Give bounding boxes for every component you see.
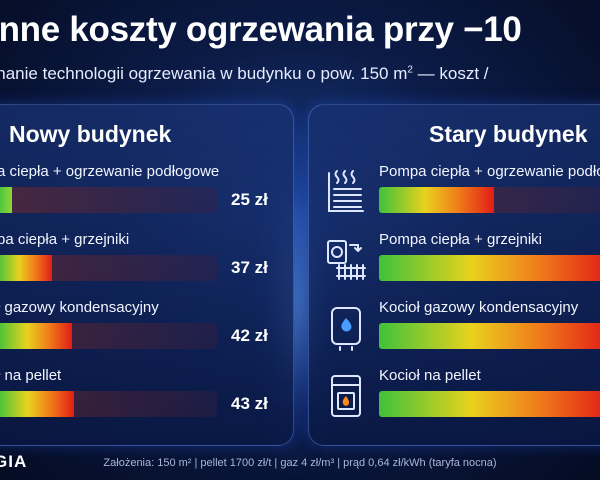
new-row-bar-fill-3 [0,323,72,349]
old-row-bar-4 [379,391,600,417]
subtitle-tail: — koszt / [412,64,489,83]
new-building-panel: Nowy budynek a ciepła + ogrzewanie podło… [0,104,294,446]
page-title: ienne koszty ogrzewania przy −10 [0,10,522,49]
brand-logo-text: GIA [0,452,28,471]
gas-boiler-icon [331,307,361,351]
new-row-bar-4 [0,391,217,417]
old-row-label-2: Pompa ciepła + grzejniki [379,231,543,248]
old-row-bar-fill-2 [379,255,600,281]
page-subtitle: wnanie technologii ogrzewania w budynku … [0,64,489,84]
old-building-title: Stary budynek [429,121,588,147]
new-row-bar-fill-1 [0,187,13,213]
subtitle-superscript: 2 [407,64,413,76]
old-building-panel: Stary budynek Pompa c [308,104,600,446]
old-row-label-1: Pompa ciepła + ogrzewanie podłog [379,163,600,180]
underfloor-heating-icon [328,170,364,212]
old-row-label-3: Kocioł gazowy kondensacyjny [379,299,579,316]
subtitle-text: wnanie technologii ogrzewania w budynku … [0,64,408,83]
new-row-bar-2 [0,255,217,281]
new-row-price-3: 42 zł [231,326,268,345]
old-row-label-4: Kocioł na pellet [379,367,481,384]
old-row-bar-2 [379,255,600,281]
old-row-bar-fill-4 [379,391,600,417]
heat-pump-radiator-icon [327,240,366,280]
new-row-price-4: 43 zł [231,394,268,413]
new-row-price-2: 37 zł [231,258,268,277]
old-row-bar-1 [379,187,600,213]
new-row-bar-3 [0,323,217,349]
assumptions-footer: Założenia: 150 m² | pellet 1700 zł/t | g… [103,457,497,469]
new-row-price-1: 25 zł [231,190,268,209]
old-row-bar-fill-3 [379,323,600,349]
new-row-bar-1 [0,187,217,213]
new-row-label-1: a ciepła + ogrzewanie podłogowe [0,163,220,180]
new-row-label-2: pa ciepła + grzejniki [0,231,130,248]
old-row-bar-fill-1 [379,187,494,213]
new-row-label-3: ł gazowy kondensacyjny [0,299,159,316]
new-row-bar-fill-2 [0,255,52,281]
pellet-boiler-icon [331,375,361,417]
new-row-label-4: ł na pellet [0,367,62,384]
old-row-bar-3 [379,323,600,349]
new-row-bar-fill-4 [0,391,74,417]
new-building-title: Nowy budynek [9,121,172,147]
